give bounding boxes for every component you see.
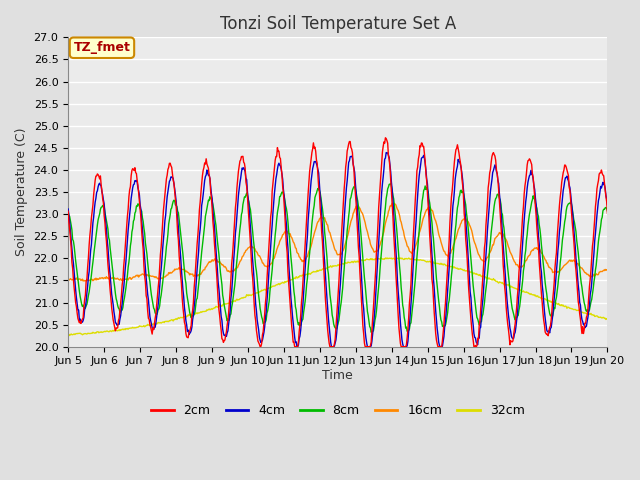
Y-axis label: Soil Temperature (C): Soil Temperature (C) xyxy=(15,128,28,256)
Text: TZ_fmet: TZ_fmet xyxy=(74,41,131,54)
Title: Tonzi Soil Temperature Set A: Tonzi Soil Temperature Set A xyxy=(220,15,456,33)
Legend: 2cm, 4cm, 8cm, 16cm, 32cm: 2cm, 4cm, 8cm, 16cm, 32cm xyxy=(146,399,529,422)
X-axis label: Time: Time xyxy=(323,369,353,382)
